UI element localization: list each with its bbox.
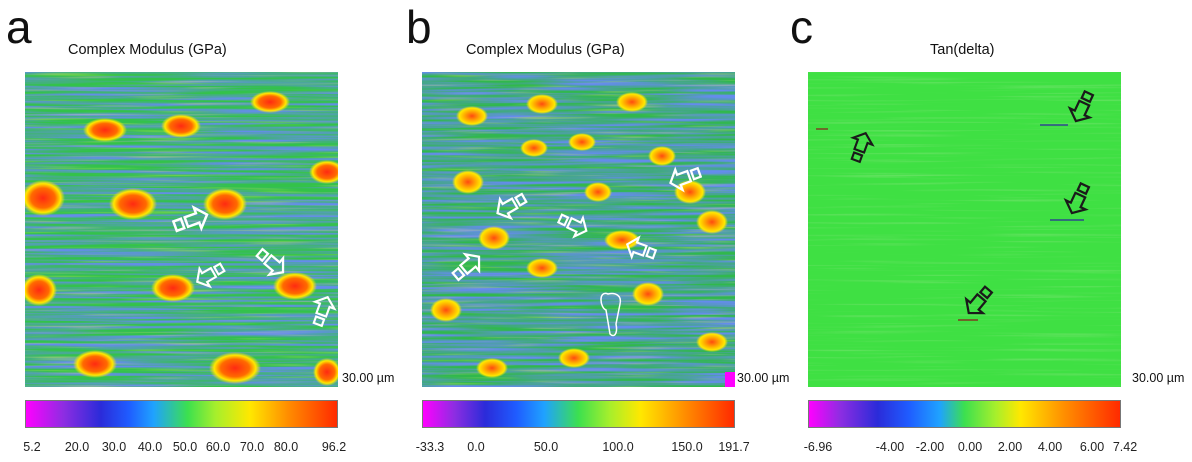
arrow-icon	[850, 131, 875, 164]
colorbar-tick: 2.00	[997, 440, 1023, 454]
colorbar-tick: 150.0	[671, 440, 703, 454]
colorbar-tick: -33.3	[415, 440, 445, 454]
panel-a-title: Complex Modulus (GPa)	[68, 42, 227, 58]
colorbar-tick: 96.2	[321, 440, 347, 454]
panel-letter-b: b	[406, 1, 432, 53]
colorbar-tick: 7.42	[1112, 440, 1138, 454]
colorbar-b	[422, 400, 735, 428]
tan-delta-map-image-c	[808, 72, 1121, 387]
colorbar-tick: 0.0	[467, 440, 485, 454]
scale-bar-label-c: 30.00 µm	[1132, 371, 1185, 385]
arrow-icon	[255, 247, 285, 277]
stiff-domains-a	[25, 91, 338, 386]
arrow-icon	[496, 192, 528, 221]
panel-b-title: Complex Modulus (GPa)	[466, 42, 625, 58]
colorbar-tick: -4.00	[875, 440, 905, 454]
colorbar-tick: 6.00	[1079, 440, 1105, 454]
outlined-region	[600, 292, 622, 337]
arrow-icon	[172, 205, 209, 233]
colorbar-tick: 80.0	[273, 440, 299, 454]
panel-c-title: Tan(delta)	[930, 42, 995, 58]
colorbar-tick: 40.0	[137, 440, 163, 454]
stiff-domains-b	[430, 92, 728, 378]
colorbar-tick: -2.00	[915, 440, 945, 454]
colorbar-tick: 30.0	[101, 440, 127, 454]
colorbar-tick: 70.0	[239, 440, 265, 454]
complex-modulus-map-b	[422, 72, 735, 387]
colorbar-tick: 50.0	[172, 440, 198, 454]
colorbar-c	[808, 400, 1121, 428]
arrow-icon	[1063, 181, 1091, 215]
colorbar-tick: 4.00	[1037, 440, 1063, 454]
arrow-icon	[625, 235, 658, 260]
colorbar-tick: 60.0	[205, 440, 231, 454]
arrow-icon	[556, 213, 588, 239]
tan-delta-map-c	[808, 72, 1121, 387]
colorbar-tick: 20.0	[64, 440, 90, 454]
panel-letter-a: a	[6, 1, 32, 53]
panel-letter-c: c	[790, 1, 813, 53]
arrow-icon	[669, 166, 702, 193]
panel-c: c Tan(delta) 30.00 µm -6.96 -4.00 -2.00	[790, 0, 1192, 462]
colorbar-tick: -6.96	[803, 440, 833, 454]
panel-b: b Complex Modulus (GPa)	[400, 0, 800, 462]
colorbar-tick: 100.0	[602, 440, 634, 454]
colorbar-tick: 50.0	[533, 440, 559, 454]
arrow-icon	[451, 252, 481, 282]
arrow-icon	[964, 285, 994, 315]
scale-bar-label-b: 30.00 µm	[737, 371, 790, 385]
colorbar-tick: 5.2	[23, 440, 41, 454]
modulus-map-image-b	[422, 72, 735, 387]
colorbar-tick: 191.7	[718, 440, 750, 454]
arrow-icon	[312, 295, 337, 328]
defect-marks-c	[816, 124, 1084, 321]
arrow-icon	[1067, 89, 1095, 123]
colorbar-tick: 0.00	[957, 440, 983, 454]
colorbar-a	[25, 400, 338, 428]
arrow-icon	[196, 262, 226, 289]
scale-bar-label-a: 30.00 µm	[342, 371, 395, 385]
panel-a: a Complex Modulus (GPa)	[0, 0, 400, 462]
